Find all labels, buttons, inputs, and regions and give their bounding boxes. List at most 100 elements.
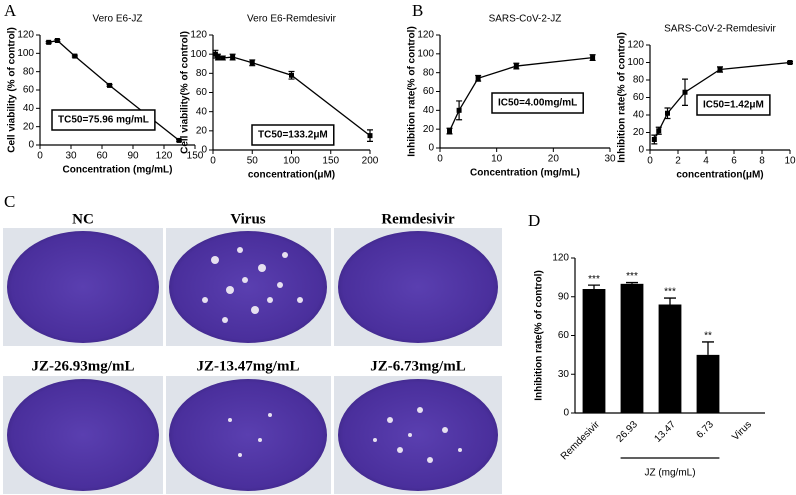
y-tick-label: 20 [196,125,208,136]
annotation-box: TC50=133.2μM [251,124,335,146]
point [717,67,723,72]
error-bar [664,297,676,305]
plate [7,231,159,343]
y-tick-label: 0 [638,145,644,156]
x-tick-label: 60 [96,151,108,162]
x-tick-label: 50 [247,156,259,167]
point [367,133,373,139]
x-tick-label: 30 [65,151,77,162]
plate [338,231,498,343]
y-tick-label: 30 [558,369,570,380]
x-axis-title: Concentration (mg/mL) [63,165,173,176]
x-tick-label: Remdesivir [559,419,603,463]
plate-label: Virus [230,211,265,227]
plate-label: Remdesivir [381,211,455,227]
y-tick-label: 60 [633,92,645,103]
x-tick-label: 10 [784,156,796,167]
plate-label: JZ-26.93mg/mL [32,358,135,374]
plate [7,379,159,491]
point [590,55,596,61]
error-bar [588,284,600,289]
annotation-frame [251,124,335,146]
plate-label: NC [72,211,94,227]
x-tick-label: 120 [156,151,173,162]
point [220,55,226,61]
y-tick-label: 40 [423,105,435,116]
y-tick-label: 80 [423,67,435,78]
bar [620,283,644,413]
point [456,107,462,113]
x-tick-label: 0 [210,156,216,167]
annotation-box: TC50=75.96 mg/mL [51,109,156,131]
plate-images [3,228,502,494]
point [651,137,657,142]
y-axis-title: Cell viability (% of control) [7,27,18,153]
y-tick-label: 20 [23,121,35,132]
y-tick-label: 80 [196,68,208,79]
panel-label: D [528,211,540,230]
significance-label: *** [626,271,638,282]
x-axis-title: concentration(μM) [676,170,763,181]
annotation-box: IC50=1.42μM [696,94,771,116]
x-tick-label: 150 [322,156,339,167]
x-tick-label: 6.73 [694,419,716,441]
y-tick-label: 120 [190,30,207,41]
y-tick-label: 100 [627,57,644,68]
x-tick-label: 6 [731,156,737,167]
point [665,110,670,116]
y-tick-label: 20 [633,127,645,138]
plate-label: JZ-13.47mg/mL [197,358,300,374]
point [249,60,255,66]
y-axis-title: Inhibition rate(% of control) [617,32,628,163]
panel-label: B [412,1,423,20]
annotation: TC50=75.96 mg/mL [58,115,149,126]
x-tick-label: 100 [283,156,300,167]
annotation: IC50=4.00mg/mL [498,98,577,109]
chart-title: Vero E6-Remdesivir [247,14,337,25]
point [787,60,793,65]
point [447,128,453,134]
x-tick-label: 150 [187,151,204,162]
y-tick-label: 0 [428,143,434,154]
x-tick-label: 4 [703,156,709,167]
y-tick-label: 40 [23,103,35,114]
chart-title: SARS-CoV-2-Remdesivir [664,24,776,35]
y-tick-label: 120 [17,30,34,41]
x-tick-label: 10 [491,154,503,165]
y-tick-label: 0 [201,145,207,156]
group-label: JZ (mg/mL) [644,468,695,479]
x-tick-label: 0 [647,156,653,167]
point [72,53,78,59]
point [176,137,182,143]
x-tick-label: 13.47 [653,419,679,445]
y-tick-label: 60 [558,330,570,341]
chart-title: SARS-CoV-2-JZ [489,14,562,25]
y-tick-label: 60 [196,87,208,98]
y-tick-label: 100 [417,48,434,59]
plaques [202,247,462,463]
x-axis-title: Concentration (mg/mL) [470,168,580,179]
point [513,63,519,69]
annotation-box: IC50=4.00mg/mL [491,92,584,114]
y-tick-label: 80 [23,66,35,77]
y-tick-label: 20 [423,124,435,135]
y-tick-label: 60 [423,86,435,97]
error-bar [702,341,714,355]
significance-label: *** [664,287,676,298]
point [46,39,52,45]
x-tick-label: 0 [37,151,43,162]
plate [169,379,327,491]
significance-label: ** [704,331,712,342]
annotation-frame [51,109,156,131]
y-tick-label: 0 [563,408,569,419]
y-tick-label: 100 [190,49,207,60]
bar [658,304,682,413]
point [107,82,113,88]
plate [338,379,498,491]
panel-label: A [4,1,17,20]
point [682,89,688,95]
x-tick-label: 90 [127,151,139,162]
y-tick-label: 90 [558,291,570,302]
error-bar [626,281,638,284]
y-tick-label: 120 [627,40,644,51]
